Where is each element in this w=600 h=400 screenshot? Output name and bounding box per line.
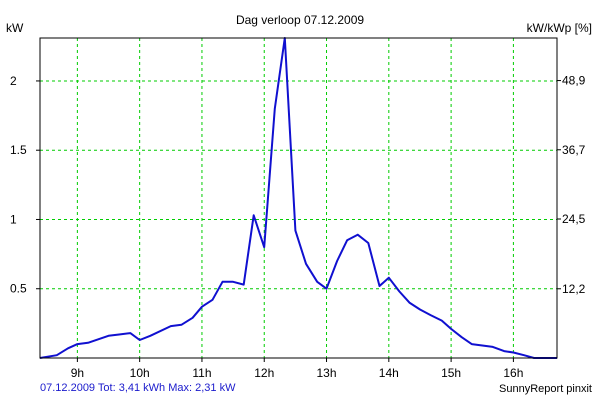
grid: [40, 38, 557, 358]
y2-tick-label: 48,9: [562, 74, 586, 88]
y-tick-label: 1.5: [10, 143, 27, 157]
x-tick-label: 16h: [503, 366, 523, 380]
y-tick-label: 1: [10, 212, 17, 226]
chart-title: Dag verloop 07.12.2009: [236, 13, 364, 27]
y-tick-label: 0.5: [10, 282, 27, 296]
tick-labels: 9h 10h 11h 12h 13h 14h 15h 16h 0.5 1 1.5 2 12,2 24,5 3…: [10, 74, 586, 380]
y2-tick-label: 24,5: [562, 212, 586, 226]
x-tick-label: 14h: [379, 366, 399, 380]
series-line: [39, 37, 557, 359]
x-tick-label: 12h: [254, 366, 274, 380]
y2-tick-label: 12,2: [562, 282, 586, 296]
y-tick-label: 2: [10, 74, 17, 88]
x-tick-label: 11h: [192, 366, 211, 380]
footer-brand: SunnyReport pinxit: [499, 383, 592, 395]
y2-axis-label: kW/kWp [%]: [527, 21, 592, 35]
x-tick-label: 10h: [130, 366, 150, 380]
plot-frame: [39, 37, 558, 359]
x-tick-label: 15h: [441, 366, 461, 380]
y-axis-label: kW: [6, 21, 24, 35]
x-tick-label: 13h: [317, 366, 337, 380]
footer-summary: 07.12.2009 Tot: 3,41 kWh Max: 2,31 kW: [40, 382, 236, 394]
x-tick-label: 9h: [71, 366, 84, 380]
series-layer: [39, 37, 557, 359]
y2-tick-label: 36,7: [562, 143, 586, 157]
